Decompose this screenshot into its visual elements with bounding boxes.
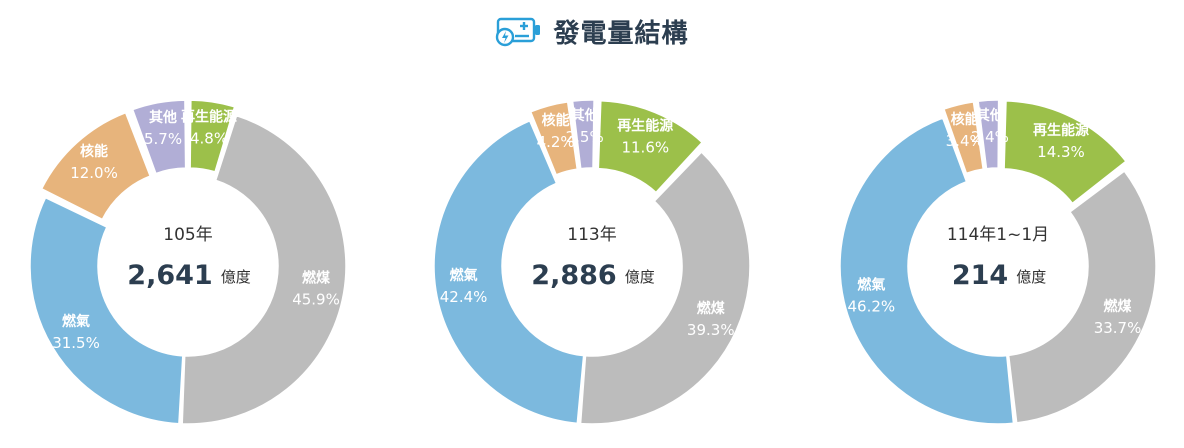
slice-renewable[interactable] [597, 99, 704, 194]
center-total-value: 214 [952, 260, 1008, 291]
donut-chart-113: 再生能源 11.6% 燃煤 39.3% 燃氣 42.4% 核能 4.2% 其他 2.5% 113年 2… [433, 99, 751, 425]
slice-coal[interactable] [579, 151, 751, 425]
slice-label-nuclear: 核能 [951, 111, 979, 128]
slice-label-nuclear: 核能 [80, 143, 108, 160]
slice-label-coal: 燃煤 [697, 300, 726, 317]
slice-percent-nuclear: 4.2% [537, 133, 575, 151]
slice-percent-coal: 33.7% [1094, 319, 1142, 337]
slice-label-coal: 燃煤 [302, 270, 331, 287]
slice-nuclear[interactable] [529, 101, 579, 176]
slice-percent-renewable: 14.3% [1037, 143, 1085, 161]
slice-percent-renewable: 11.6% [621, 139, 669, 157]
slice-percent-other: 2.4% [971, 128, 1009, 146]
slice-other[interactable] [131, 99, 187, 175]
slice-other[interactable] [571, 99, 595, 170]
slice-renewable[interactable] [189, 99, 236, 173]
slice-label-renewable: 再生能源 [1033, 122, 1089, 139]
page-header: 發電量結構 [0, 0, 1184, 62]
slice-coal[interactable] [1007, 170, 1157, 424]
slice-label-gas: 燃氣 [62, 313, 90, 330]
slice-gas[interactable] [29, 196, 184, 425]
slice-nuclear[interactable] [942, 101, 985, 175]
slice-label-nuclear: 核能 [542, 112, 570, 129]
center-total-value: 2,886 [531, 260, 616, 291]
slice-percent-gas: 31.5% [52, 334, 100, 352]
slice-label-other: 其他 [149, 109, 177, 126]
slice-label-renewable: 再生能源 [181, 109, 237, 126]
slice-nuclear[interactable] [40, 111, 152, 221]
slice-gas[interactable] [433, 119, 585, 425]
slice-percent-renewable: 4.8% [190, 130, 228, 148]
slice-label-other: 其他 [571, 107, 599, 124]
slice-coal[interactable] [181, 114, 347, 425]
center-period-label: 114年1~1月 [947, 225, 1049, 245]
center-total-value: 2,641 [127, 260, 212, 291]
center-period-label: 113年 [567, 225, 616, 245]
slice-label-other: 其他 [976, 107, 1004, 124]
slice-percent-other: 5.7% [144, 130, 182, 148]
donut-chart-105: 再生能源 4.8% 燃煤 45.9% 燃氣 31.5% 核能 12.0% 其他 5.7% 105年 2… [29, 99, 347, 425]
slice-percent-other: 2.5% [566, 128, 604, 146]
slice-percent-gas: 42.4% [440, 288, 488, 306]
slice-percent-gas: 46.2% [848, 297, 896, 315]
slice-label-renewable: 再生能源 [617, 118, 673, 135]
center-unit-label: 億度 [1016, 268, 1046, 286]
slice-label-coal: 燃煤 [1104, 298, 1133, 315]
donut-chart-114: 再生能源 14.3% 燃煤 33.7% 燃氣 46.2% 核能 3.4% 其他 2.4% 114年1… [839, 99, 1157, 425]
slice-percent-coal: 45.9% [292, 291, 340, 309]
slice-gas[interactable] [839, 117, 1015, 425]
slice-label-gas: 燃氣 [857, 276, 885, 293]
slice-percent-nuclear: 3.4% [946, 132, 984, 150]
slice-percent-coal: 39.3% [687, 321, 735, 339]
slice-other[interactable] [977, 99, 1000, 170]
slice-label-gas: 燃氣 [450, 267, 478, 284]
page-title: 發電量結構 [553, 18, 689, 49]
battery-charging-icon [496, 17, 541, 47]
center-unit-label: 億度 [221, 268, 251, 286]
slice-percent-nuclear: 12.0% [70, 164, 118, 182]
slice-renewable[interactable] [1003, 100, 1127, 205]
center-unit-label: 億度 [625, 268, 655, 286]
center-period-label: 105年 [163, 225, 212, 245]
